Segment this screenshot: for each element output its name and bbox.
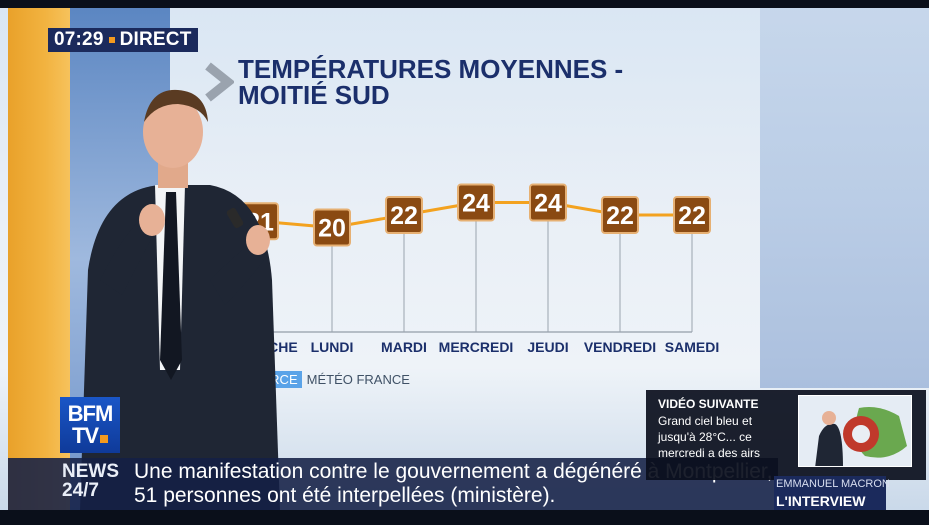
interview-box (774, 476, 886, 510)
next-video-label: VIDÉO SUIVANTE (658, 397, 759, 411)
news-label: NEWS 24/7 (62, 462, 119, 500)
logo-line1: BFM (67, 401, 114, 426)
chart-title: TEMPÉRATURES MOYENNES - MOITIÉ SUD (238, 56, 698, 108)
data-label: 20 (318, 215, 346, 243)
chart-grid (259, 202, 693, 333)
logo-line2-text: TV (71, 423, 99, 448)
data-point-box (673, 196, 711, 234)
data-label: 24 (462, 190, 490, 218)
x-tick-label: JEUDI (527, 339, 568, 355)
data-point-box (457, 183, 495, 222)
data-point-box (313, 208, 351, 247)
data-point: 22 (601, 196, 639, 234)
interview-name: EMMANUEL MACRON (776, 478, 890, 490)
data-point: 22 (385, 196, 423, 234)
x-tick-label: LUNDI (311, 339, 354, 355)
letterbox-bottom (0, 510, 929, 525)
data-label: 22 (390, 202, 418, 230)
data-point-box (601, 196, 639, 234)
live-separator-icon (108, 37, 115, 43)
presenter-figure (80, 89, 280, 510)
thumbnail-image (799, 396, 911, 466)
x-tick-label: VENDREDI (584, 339, 656, 355)
live-time: 07:29 (54, 29, 104, 50)
live-badge: 07:29 DIRECT (48, 28, 198, 52)
logo-dot-icon (100, 435, 109, 443)
data-label: 22 (606, 202, 634, 230)
x-tick-label: SAMEDI (665, 339, 719, 355)
data-point-box (529, 183, 567, 222)
news-label-line1: NEWS (62, 461, 119, 482)
data-label: 22 (678, 202, 706, 230)
logo-line2: TV (71, 423, 109, 448)
live-label: DIRECT (119, 29, 192, 50)
letterbox-top (0, 0, 929, 8)
bfm-tv-logo: BFM TV (60, 397, 120, 453)
data-label: 24 (534, 190, 562, 218)
next-video-thumbnail[interactable] (798, 395, 912, 467)
left-orange-panel (8, 8, 70, 510)
data-point-box (385, 196, 423, 234)
data-point: 22 (673, 196, 711, 234)
source-value: MÉTÉO FRANCE (306, 372, 410, 387)
chevron-right-icon (205, 62, 234, 102)
ticker-text: Une manifestation contre le gouvernement… (134, 460, 774, 508)
data-point: 24 (529, 183, 567, 222)
interview-label: L'INTERVIEW (776, 493, 866, 509)
ticker-text-line1: Une manifestation contre le gouvernement… (134, 460, 773, 483)
chart-title-line1: TEMPÉRATURES MOYENNES - (238, 54, 624, 84)
chart-x-tick-labels: DIMANCHELUNDIMARDIMERCREDIJEUDIVENDREDIS… (222, 339, 719, 355)
x-tick-label: MERCREDI (439, 339, 514, 355)
data-point: 24 (457, 183, 495, 222)
next-video-description[interactable]: Grand ciel bleu et jusqu'à 28°C... ce me… (658, 414, 761, 460)
x-tick-label: MARDI (381, 339, 427, 355)
chart-title-line2: MOITIÉ SUD (238, 80, 390, 110)
news-label-line2: 24/7 (62, 480, 99, 501)
ticker-text-line2: 51 personnes ont été interpellées (minis… (134, 484, 556, 507)
right-sky-background (760, 8, 929, 388)
data-point: 20 (313, 208, 351, 247)
